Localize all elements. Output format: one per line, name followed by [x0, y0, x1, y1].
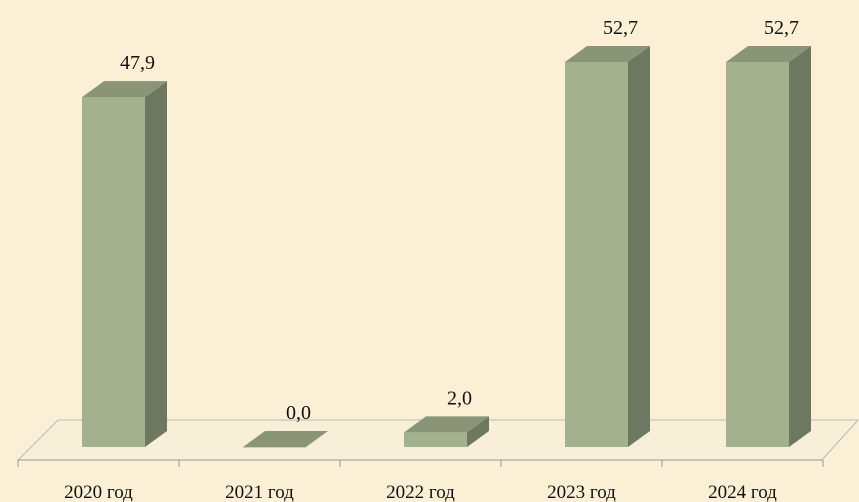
- bar: [82, 97, 145, 448]
- x-tick-label: 2023 год: [547, 482, 616, 502]
- data-label: 47,9: [120, 52, 155, 74]
- bar: [726, 62, 789, 447]
- bar-top: [243, 431, 328, 447]
- bar-side: [789, 46, 811, 447]
- bar-top: [404, 416, 489, 433]
- x-tick-label: 2024 год: [708, 482, 777, 502]
- bar-side: [467, 416, 489, 447]
- bar-side: [628, 46, 650, 447]
- bar-top: [726, 46, 811, 62]
- data-label: 52,7: [764, 17, 799, 39]
- x-tick-label: 2021 год: [225, 482, 294, 502]
- data-label: 52,7: [603, 17, 638, 39]
- data-label: 0,0: [286, 402, 311, 424]
- bar-top: [82, 81, 167, 98]
- bar: [565, 62, 628, 447]
- bar-top: [565, 46, 650, 62]
- bar: [243, 447, 306, 448]
- x-tick-label: 2022 год: [386, 482, 455, 502]
- bar-side: [145, 81, 167, 448]
- data-label: 2,0: [447, 387, 472, 409]
- x-tick-label: 2020 год: [64, 482, 133, 502]
- bar: [404, 432, 467, 447]
